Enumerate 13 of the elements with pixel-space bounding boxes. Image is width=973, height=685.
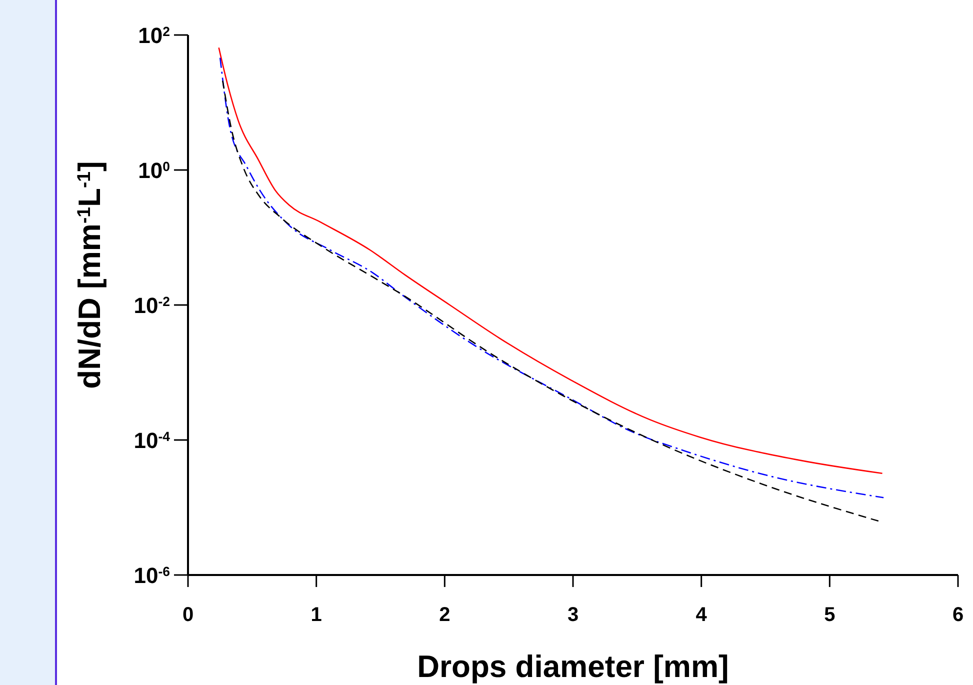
x-tick-label: 4 [696,604,708,626]
x-tick-label: 5 [824,604,836,626]
x-tick-label: 1 [310,604,322,626]
x-axis-title: Drops diameter [mm] [417,649,729,684]
y-tick-label: 10$^{-6}$ [134,563,170,588]
y-tick-label: 10$^{2}$ [138,23,170,48]
x-tick-label: 0 [182,604,194,626]
x-tick-label: 6 [952,604,964,626]
y-tick-label: 10$^{-2}$ [134,293,170,318]
x-tick-label: 3 [567,604,579,626]
x-tick-label: 2 [439,604,450,626]
y-tick-label: 10$^{-4}$ [134,428,171,453]
y-tick-label: 10$^{0}$ [138,158,170,183]
